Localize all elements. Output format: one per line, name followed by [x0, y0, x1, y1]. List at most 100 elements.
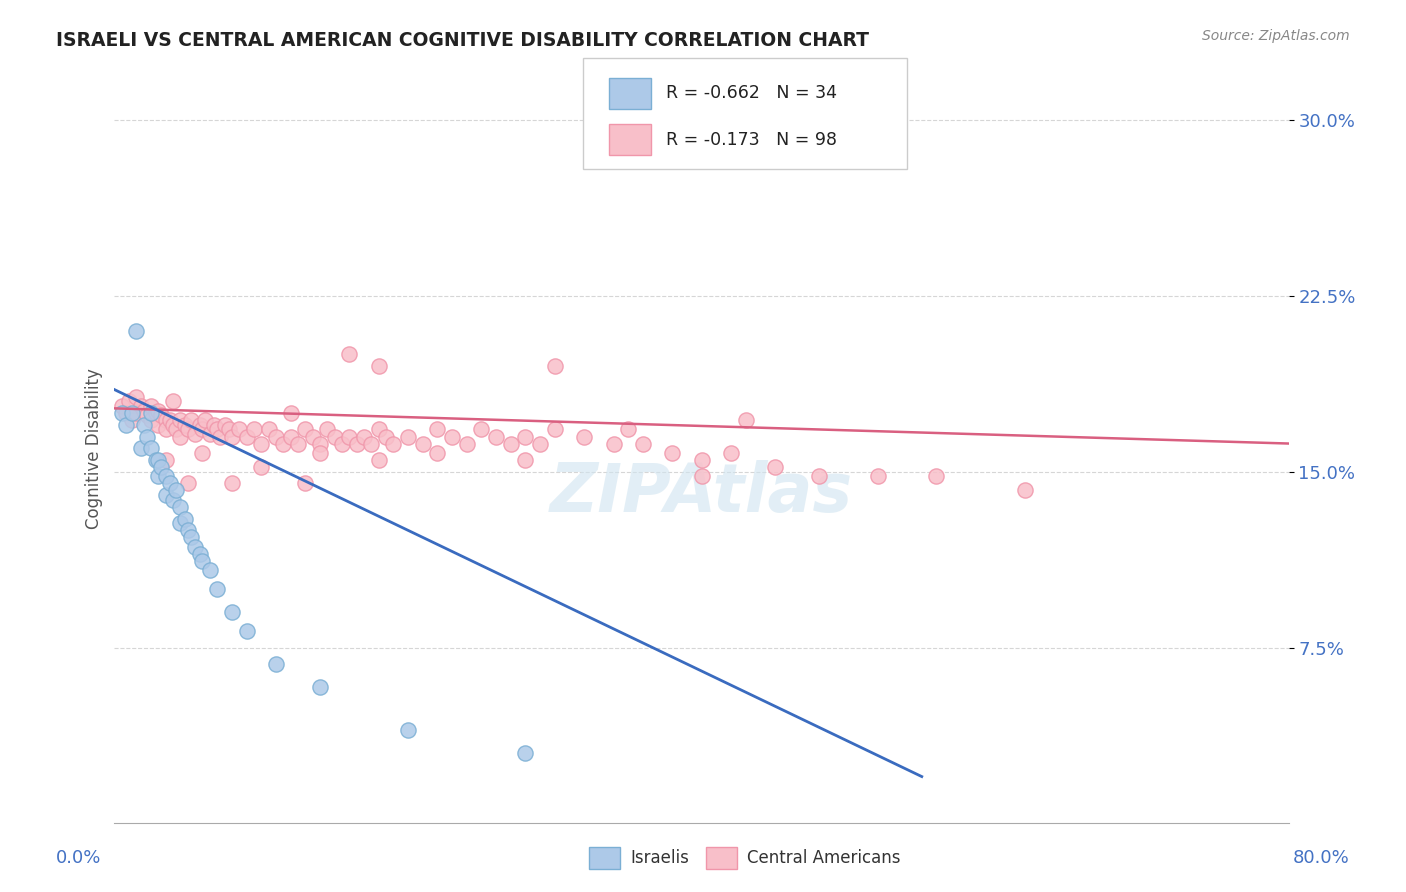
Point — [396, 723, 419, 737]
Point — [280, 406, 302, 420]
Point — [148, 469, 170, 483]
Point — [121, 413, 143, 427]
Point — [396, 429, 419, 443]
Point — [515, 746, 537, 760]
Point — [188, 417, 211, 432]
Point — [631, 436, 654, 450]
Point — [250, 460, 273, 475]
Point — [132, 403, 155, 417]
Point — [148, 453, 170, 467]
Point — [155, 488, 177, 502]
Point — [169, 429, 191, 443]
Point — [173, 417, 195, 432]
Text: 80.0%: 80.0% — [1294, 849, 1350, 867]
Point — [139, 413, 162, 427]
Point — [602, 436, 624, 450]
Text: Central Americans: Central Americans — [747, 849, 900, 867]
Point — [221, 476, 243, 491]
Point — [337, 347, 360, 361]
Point — [382, 436, 405, 450]
Point — [235, 624, 257, 639]
Point — [572, 429, 595, 443]
Point — [264, 429, 287, 443]
Point — [125, 406, 148, 420]
Point — [309, 681, 332, 695]
Point — [169, 516, 191, 531]
Point — [129, 441, 152, 455]
Point — [470, 422, 492, 436]
Point — [159, 476, 181, 491]
Point — [177, 524, 200, 538]
Point — [866, 469, 889, 483]
Point — [162, 417, 184, 432]
Point — [337, 429, 360, 443]
Point — [155, 453, 177, 467]
Point — [145, 453, 167, 467]
Text: Source: ZipAtlas.com: Source: ZipAtlas.com — [1202, 29, 1350, 43]
Point — [132, 417, 155, 432]
Point — [129, 399, 152, 413]
Point — [367, 359, 389, 373]
Point — [271, 436, 294, 450]
Point — [250, 436, 273, 450]
Point — [367, 453, 389, 467]
Point — [188, 547, 211, 561]
Point — [162, 492, 184, 507]
Point — [205, 582, 228, 596]
Point — [544, 359, 567, 373]
Point — [309, 446, 332, 460]
Point — [426, 422, 449, 436]
Point — [763, 460, 786, 475]
Point — [925, 469, 948, 483]
Point — [360, 436, 382, 450]
Point — [191, 446, 214, 460]
Point — [221, 429, 243, 443]
Point — [309, 436, 332, 450]
Point — [235, 429, 257, 443]
Point — [165, 422, 187, 436]
Point — [441, 429, 464, 443]
Text: ZIPAtlas: ZIPAtlas — [550, 460, 853, 526]
Point — [209, 429, 232, 443]
Point — [159, 413, 181, 427]
Point — [316, 422, 339, 436]
Point — [135, 429, 157, 443]
Point — [180, 413, 202, 427]
Text: Israelis: Israelis — [630, 849, 689, 867]
Point — [323, 429, 346, 443]
Point — [529, 436, 551, 450]
Point — [177, 422, 200, 436]
Point — [808, 469, 831, 483]
Point — [257, 422, 280, 436]
Point — [218, 422, 240, 436]
Point — [165, 483, 187, 498]
Point — [184, 427, 207, 442]
Point — [155, 422, 177, 436]
Point — [139, 399, 162, 413]
Point — [191, 422, 214, 436]
Point — [301, 429, 323, 443]
Point — [243, 422, 266, 436]
Point — [456, 436, 478, 450]
Point — [115, 417, 138, 432]
Point — [1014, 483, 1036, 498]
Point — [169, 500, 191, 514]
Point — [169, 413, 191, 427]
Point — [125, 390, 148, 404]
Point — [155, 469, 177, 483]
Point — [228, 422, 250, 436]
Point — [202, 417, 225, 432]
Point — [180, 530, 202, 544]
Point — [184, 540, 207, 554]
Point — [330, 436, 353, 450]
Point — [661, 446, 683, 460]
Point — [125, 324, 148, 338]
Point — [198, 563, 221, 577]
Point — [162, 394, 184, 409]
Point — [139, 441, 162, 455]
Point — [412, 436, 434, 450]
Point — [111, 406, 134, 420]
Point — [375, 429, 398, 443]
Point — [121, 406, 143, 420]
Point — [294, 476, 316, 491]
